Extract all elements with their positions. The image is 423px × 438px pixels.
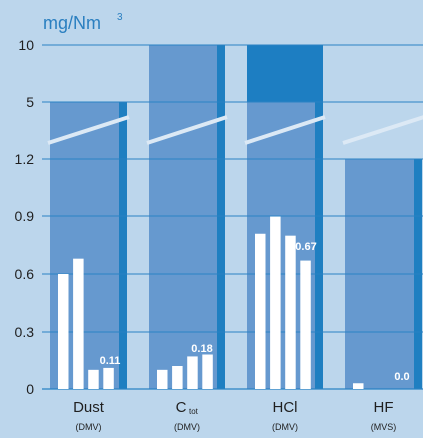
measured-bar (103, 367, 114, 389)
axis-break-mark (146, 115, 228, 145)
category-method-label: (DMV) (174, 422, 200, 432)
y-tick-label: 0.3 (15, 324, 35, 340)
category-label: HF (374, 399, 394, 416)
y-tick-label: 0 (26, 381, 34, 397)
axis-break-mark (244, 115, 326, 145)
category-label-subscript: tot (189, 407, 199, 416)
y-axis-unit-superscript: 3 (117, 12, 123, 23)
measured-bar (270, 216, 281, 389)
limit-bar-upper (247, 45, 323, 102)
y-tick-label: 5 (26, 94, 34, 110)
measured-bar (353, 383, 364, 389)
measured-bar (58, 274, 69, 389)
y-tick-label: 0.6 (15, 266, 35, 282)
category-label: HCl (273, 399, 298, 416)
y-tick-label: 10 (18, 37, 34, 53)
limit-bar-edge (119, 102, 127, 389)
limit-bar (149, 45, 225, 389)
data-label: 0.0 (394, 371, 409, 383)
y-tick-label: 0.9 (15, 208, 35, 224)
measured-bar (285, 235, 296, 389)
category-method-label: (DMV) (76, 422, 102, 432)
limit-bar-edge (315, 45, 323, 389)
measured-bar (73, 258, 84, 389)
data-label: 0.18 (191, 343, 212, 355)
measured-bar (172, 366, 183, 389)
y-axis-unit: mg/Nm (43, 13, 101, 33)
data-label: 0.11 (100, 355, 121, 367)
measured-bar (255, 233, 266, 389)
measured-bar (300, 260, 311, 389)
category-method-label: (DMV) (272, 422, 298, 432)
axis-break-mark (342, 115, 423, 145)
data-label: 0.67 (295, 241, 316, 253)
measured-bar (187, 356, 198, 389)
axis-break-mark (47, 115, 130, 145)
measured-bar (157, 369, 168, 389)
y-tick-label: 1.2 (15, 151, 35, 167)
measured-bar (202, 354, 213, 389)
category-method-label: (MVS) (371, 422, 397, 432)
limit-bar-edge (217, 45, 225, 389)
category-label: C (176, 399, 187, 416)
measured-bar (88, 369, 99, 389)
category-label: Dust (73, 399, 105, 416)
